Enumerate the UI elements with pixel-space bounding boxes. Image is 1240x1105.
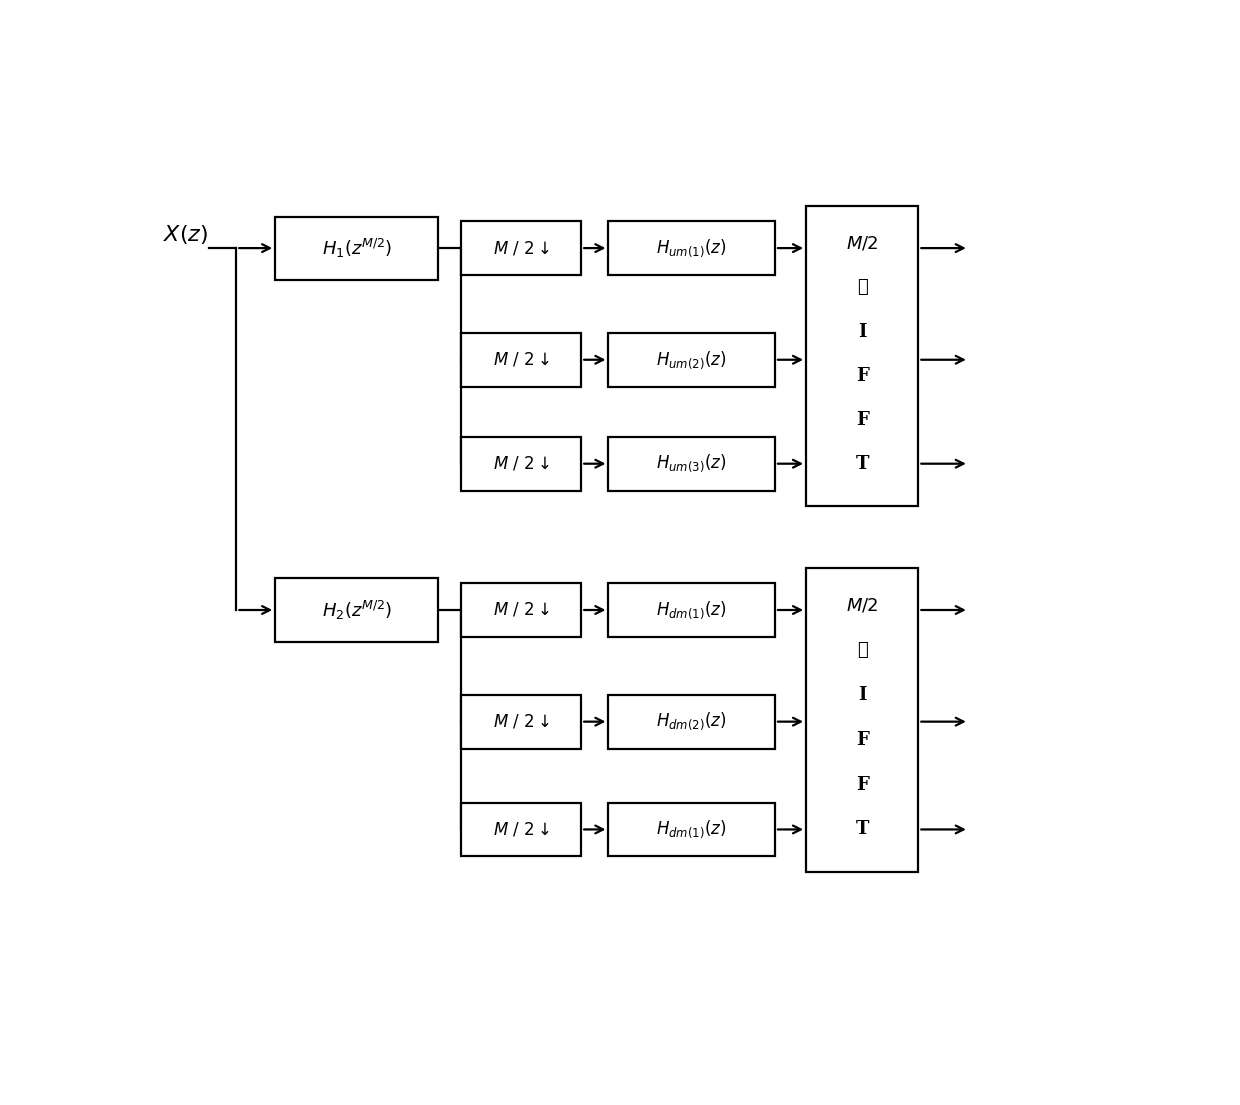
Bar xyxy=(461,333,582,387)
Text: $H_{um(3)}(z)$: $H_{um(3)}(z)$ xyxy=(656,453,727,474)
Text: $M/2$: $M/2$ xyxy=(846,597,879,614)
Text: $M\ /\ 2\downarrow$: $M\ /\ 2\downarrow$ xyxy=(492,454,549,473)
Text: $H_{um(1)}(z)$: $H_{um(1)}(z)$ xyxy=(656,238,727,259)
Bar xyxy=(461,583,582,636)
Text: F: F xyxy=(856,411,869,429)
Bar xyxy=(609,802,775,856)
Text: T: T xyxy=(856,820,869,839)
Bar xyxy=(806,206,919,506)
Bar xyxy=(806,568,919,872)
Text: 点: 点 xyxy=(857,641,868,660)
Text: $M\ /\ 2\downarrow$: $M\ /\ 2\downarrow$ xyxy=(492,601,549,619)
Bar xyxy=(275,217,438,280)
Text: $M\ /\ 2\downarrow$: $M\ /\ 2\downarrow$ xyxy=(492,713,549,730)
Text: $M\ /\ 2\downarrow$: $M\ /\ 2\downarrow$ xyxy=(492,820,549,839)
Text: $M\ /\ 2\downarrow$: $M\ /\ 2\downarrow$ xyxy=(492,350,549,369)
Text: $X(z)$: $X(z)$ xyxy=(162,223,208,245)
Text: I: I xyxy=(858,686,867,704)
Text: $H_1(z^{M/2})$: $H_1(z^{M/2})$ xyxy=(321,236,392,260)
Text: $M\ /\ 2\downarrow$: $M\ /\ 2\downarrow$ xyxy=(492,239,549,257)
Bar xyxy=(461,695,582,748)
Text: F: F xyxy=(856,730,869,749)
Text: $H_{dm(1)}(z)$: $H_{dm(1)}(z)$ xyxy=(656,819,727,840)
Text: T: T xyxy=(856,455,869,473)
Text: $H_2(z^{M/2})$: $H_2(z^{M/2})$ xyxy=(321,599,392,621)
Text: $H_{dm(1)}(z)$: $H_{dm(1)}(z)$ xyxy=(656,599,727,621)
Bar xyxy=(609,695,775,748)
Bar xyxy=(275,578,438,642)
Text: F: F xyxy=(856,367,869,385)
Text: I: I xyxy=(858,323,867,340)
Bar xyxy=(609,333,775,387)
Text: $H_{um(2)}(z)$: $H_{um(2)}(z)$ xyxy=(656,349,727,370)
Text: 点: 点 xyxy=(857,278,868,296)
Text: F: F xyxy=(856,776,869,793)
Bar xyxy=(609,221,775,275)
Bar xyxy=(461,221,582,275)
Bar xyxy=(609,583,775,636)
Text: $M/2$: $M/2$ xyxy=(846,234,879,252)
Bar xyxy=(609,436,775,491)
Text: $H_{dm(2)}(z)$: $H_{dm(2)}(z)$ xyxy=(656,711,727,733)
Bar xyxy=(461,436,582,491)
Bar xyxy=(461,802,582,856)
